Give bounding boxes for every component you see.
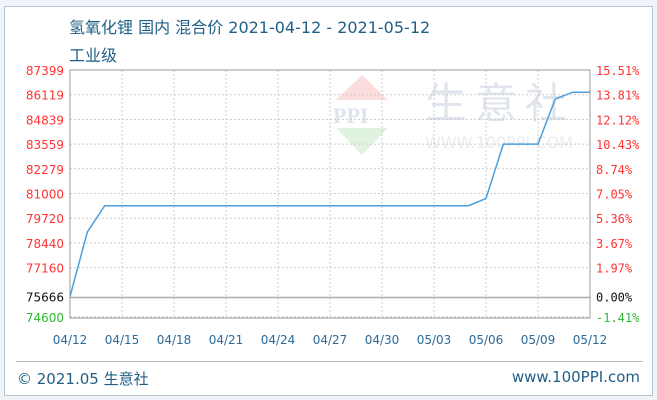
x-tick-label: 05/09 [521, 333, 556, 347]
y-tick-label-left: 83559 [26, 138, 64, 152]
y-tick-label-right: 8.74% [596, 163, 633, 177]
copyright: © 2021.05 生意社 [17, 370, 149, 388]
chart-subtitle: 工业级 [69, 46, 118, 65]
x-tick-label: 05/03 [417, 333, 452, 347]
y-tick-label-right: 12.12% [596, 113, 640, 127]
y-tick-label-left: 87399 [26, 64, 64, 78]
chart-panel [4, 6, 653, 396]
x-tick-label: 05/12 [573, 333, 608, 347]
plot-area-border [69, 69, 591, 319]
watermark-logo-down-triangle [336, 128, 388, 155]
y-tick-label-right: 10.43% [596, 138, 640, 152]
y-tick-label-left: 75666 [26, 291, 64, 305]
x-tick-label: 04/30 [365, 333, 400, 347]
watermark: PPI 生意社 WWW.100PPI.COM [333, 75, 575, 155]
x-tick-label: 04/15 [105, 333, 140, 347]
footer-divider [16, 361, 643, 362]
watermark-logo-text: PPI [333, 103, 368, 128]
y-tick-label-left: 84839 [26, 113, 64, 127]
chart-title: 氢氧化锂 国内 混合价 2021-04-12 - 2021-05-12 [69, 18, 431, 37]
x-tick-label: 04/12 [53, 333, 88, 347]
y-tick-label-left: 74600 [26, 311, 64, 325]
y-tick-label-left: 82279 [26, 163, 64, 177]
x-tick-label: 04/24 [261, 333, 296, 347]
y-tick-label-right: 1.97% [596, 262, 633, 276]
watermark-url: WWW.100PPI.COM [425, 133, 573, 152]
x-tick-label: 04/27 [313, 333, 348, 347]
y-tick-label-left: 77160 [26, 262, 64, 276]
x-tick-label: 04/21 [209, 333, 244, 347]
y-tick-label-right: 7.05% [596, 188, 633, 202]
y-tick-label-right: 5.36% [596, 212, 633, 226]
y-tick-label-left: 81000 [26, 188, 64, 202]
watermark-logo-up-triangle [336, 75, 388, 100]
y-tick-label-right: 13.81% [596, 89, 640, 103]
x-tick-label: 05/06 [469, 333, 504, 347]
watermark-name: 生意社 [425, 79, 575, 128]
y-tick-label-left: 78440 [26, 237, 64, 251]
y-tick-label-right: 0.00% [596, 291, 633, 305]
y-tick-label-right: -1.41% [596, 311, 640, 325]
y-tick-label-left: 86119 [26, 89, 64, 103]
x-tick-label: 04/18 [157, 333, 192, 347]
y-tick-label-right: 15.51% [596, 64, 640, 78]
site-link[interactable]: www.100PPI.com [511, 368, 640, 386]
y-tick-label-right: 3.67% [596, 237, 633, 251]
y-tick-label-left: 79720 [26, 212, 64, 226]
